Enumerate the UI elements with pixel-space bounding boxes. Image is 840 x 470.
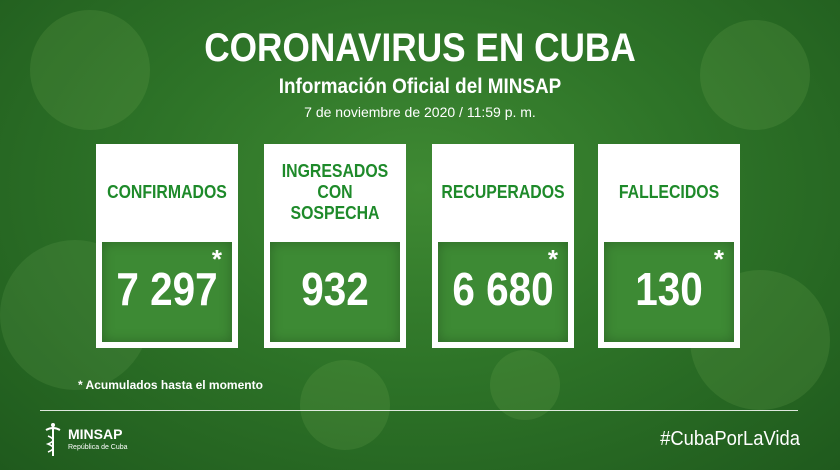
logo-subtitle: República de Cuba [68,444,128,451]
footnote: * Acumulados hasta el momento [78,378,263,392]
virus-illustration [490,350,560,420]
page-title: CORONAVIRUS EN CUBA [204,26,636,70]
card-recuperados: RECUPERADOS 6 680 * [432,144,574,348]
card-value: 130 [635,263,703,315]
card-value: 7 297 [116,263,218,315]
card-value-box: 7 297 * [102,242,232,342]
virus-illustration [30,10,150,130]
caduceus-icon [45,423,61,456]
card-value-box: 6 680 * [438,242,568,342]
report-date: 7 de noviembre de 2020 / 11:59 p. m. [304,104,536,120]
card-fallecidos: FALLECIDOS 130 * [598,144,740,348]
asterisk-marker: * [211,244,222,274]
card-value: 6 680 [452,263,554,315]
card-confirmados: CONFIRMADOS 7 297 * [96,144,238,348]
card-value-box: 932 [270,242,400,342]
asterisk-marker: * [713,244,724,274]
card-label: INGRESADOS CON SOSPECHA [281,160,389,223]
card-label: CONFIRMADOS [107,181,227,202]
virus-illustration [700,20,810,130]
card-ingresados: INGRESADOS CON SOSPECHA 932 [264,144,406,348]
page-subtitle: Información Oficial del MINSAP [278,75,562,98]
card-value: 932 [301,263,369,315]
minsap-logo: MINSAP República de Cuba [42,422,142,462]
hashtag: #CubaPorLaVida [660,428,800,450]
card-value-box: 130 * [604,242,734,342]
card-label: RECUPERADOS [441,181,565,202]
virus-illustration [300,360,390,450]
asterisk-marker: * [547,244,558,274]
divider [40,410,798,411]
card-label: FALLECIDOS [618,181,720,202]
logo-name: MINSAP [68,426,123,442]
